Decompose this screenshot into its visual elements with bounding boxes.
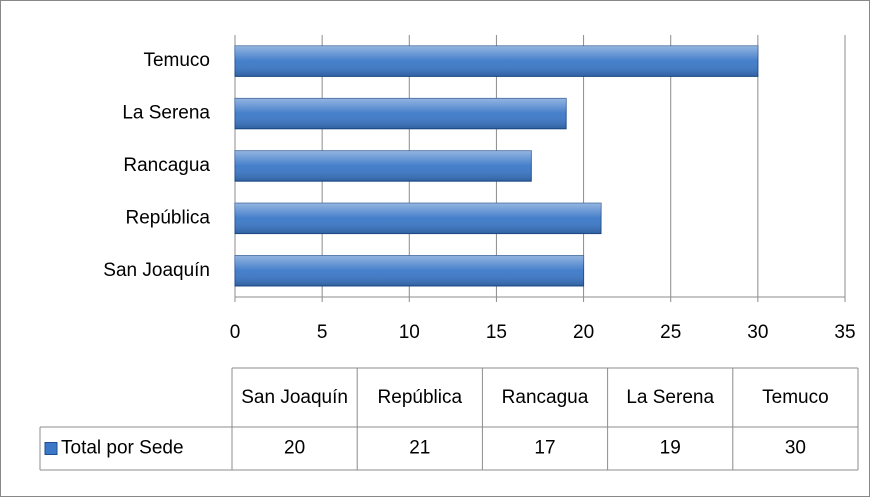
x-tick-label: 15 (486, 322, 507, 343)
x-tick-label: 0 (230, 322, 241, 343)
x-tick-label: 20 (573, 322, 594, 343)
y-tick-label: San Joaquín (103, 260, 210, 281)
bar-shine (235, 255, 584, 286)
legend-label: Total por Sede (61, 438, 184, 459)
y-tick-label: República (126, 207, 211, 228)
table-header-text: Temuco (762, 386, 829, 408)
table-value: 19 (660, 438, 681, 459)
bar-shine (235, 150, 532, 182)
table-header: República (377, 386, 463, 408)
x-tick-label: 5 (317, 322, 328, 343)
table-header: La Serena (626, 386, 715, 408)
table-header: San Joaquín (241, 386, 348, 408)
table-header: Temuco (762, 386, 829, 408)
table-header: Rancagua (501, 386, 589, 408)
table-value: 20 (284, 438, 305, 459)
table-header-text: República (377, 386, 463, 408)
table-value: 30 (785, 438, 806, 459)
bar-shine (235, 98, 567, 129)
bar-shine (235, 46, 758, 77)
legend-key (44, 442, 58, 455)
table-value: 21 (409, 438, 430, 459)
x-tick-label: 10 (399, 322, 420, 343)
x-tick-label: 35 (834, 322, 855, 343)
bar-shine (235, 203, 601, 234)
x-tick-label: 25 (660, 322, 681, 343)
y-tick-label: Temuco (143, 50, 210, 71)
table-header-text: San Joaquín (241, 386, 348, 408)
table-header-text: Rancagua (501, 386, 589, 408)
x-tick-label: 30 (747, 322, 768, 343)
table-value: 17 (534, 438, 555, 459)
y-tick-label: La Serena (122, 103, 210, 124)
y-tick-label: Rancagua (123, 155, 210, 176)
table-header-text: La Serena (626, 386, 715, 408)
